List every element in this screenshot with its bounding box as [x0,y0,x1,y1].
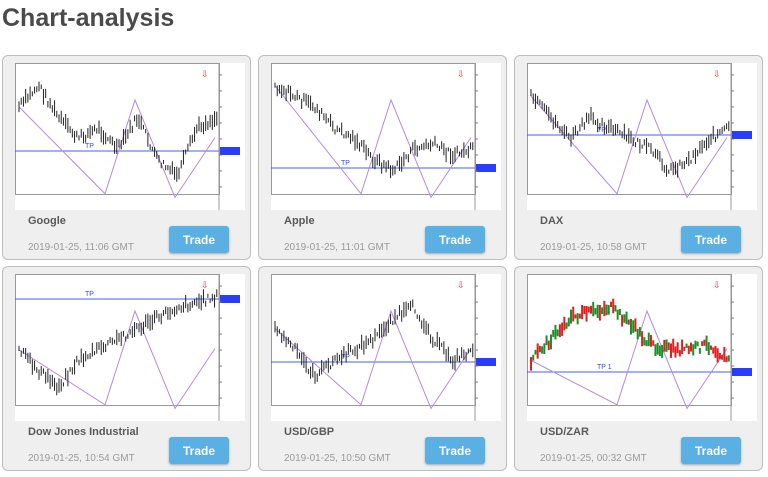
chart-thumbnail[interactable]: TP ⇩ [15,274,245,421]
price-chart-image: TP ⇩ [527,63,752,210]
tp-label: TP [597,127,606,134]
analysis-timestamp: 2019-01-25, 10:54 GMT [28,453,135,464]
instrument-name: USD/GBP [284,426,335,438]
price-chart-image: TP 1 ⇩ [527,274,752,421]
price-chart-image: TP ⇩ [271,274,496,421]
price-chart-image: TP ⇩ [15,274,240,421]
page-title: Chart-analysis [2,4,175,32]
chart-thumbnail[interactable]: TP ⇩ [271,274,501,421]
tp-label: TP [85,291,94,298]
chart-thumbnail[interactable]: TP ⇩ [271,63,501,210]
chart-card: TP ⇩ DAX 2019-01-25, 10:58 GMT Trade [514,55,763,260]
tp-label: TP [85,143,94,150]
arrow-down-icon: ⇩ [201,69,209,79]
arrow-down-icon: ⇩ [713,280,721,290]
analysis-timestamp: 2019-01-25, 00:32 GMT [540,453,647,464]
instrument-name: Apple [284,215,315,227]
analysis-timestamp: 2019-01-25, 10:50 GMT [284,453,391,464]
trade-button[interactable]: Trade [681,437,741,464]
trade-button[interactable]: Trade [425,437,485,464]
chart-card: TP ⇩ Apple 2019-01-25, 11:01 GMT Trade [258,55,507,260]
tp-label: TP 1 [597,364,612,371]
trade-button[interactable]: Trade [169,226,229,253]
analysis-timestamp: 2019-01-25, 11:06 GMT [28,242,134,253]
tp-label: TP [341,160,350,167]
chart-card: TP 1 ⇩ USD/ZAR 2019-01-25, 00:32 GMT Tra… [514,266,763,471]
trade-button[interactable]: Trade [169,437,229,464]
chart-thumbnail[interactable]: TP ⇩ [527,63,757,210]
trade-button[interactable]: Trade [681,226,741,253]
chart-thumbnail[interactable]: TP 1 ⇩ [527,274,757,421]
arrow-down-icon: ⇩ [457,280,465,290]
chart-thumbnail[interactable]: TP ⇩ [15,63,245,210]
instrument-name: DAX [540,215,564,227]
arrow-down-icon: ⇩ [713,69,721,79]
instrument-name: Google [28,215,66,227]
trade-button[interactable]: Trade [425,226,485,253]
instrument-name: Dow Jones Industrial [28,426,139,438]
instrument-name: USD/ZAR [540,426,589,438]
analysis-timestamp: 2019-01-25, 11:01 GMT [284,242,390,253]
price-chart-image: TP ⇩ [271,63,496,210]
chart-card: TP ⇩ Dow Jones Industrial 2019-01-25, 10… [2,266,251,471]
price-chart-image: TP ⇩ [15,63,240,210]
analysis-timestamp: 2019-01-25, 10:58 GMT [540,242,647,253]
chart-card: TP ⇩ USD/GBP 2019-01-25, 10:50 GMT Trade [258,266,507,471]
arrow-down-icon: ⇩ [457,69,465,79]
arrow-down-icon: ⇩ [201,280,209,290]
chart-card: TP ⇩ Google 2019-01-25, 11:06 GMT Trade [2,55,251,260]
